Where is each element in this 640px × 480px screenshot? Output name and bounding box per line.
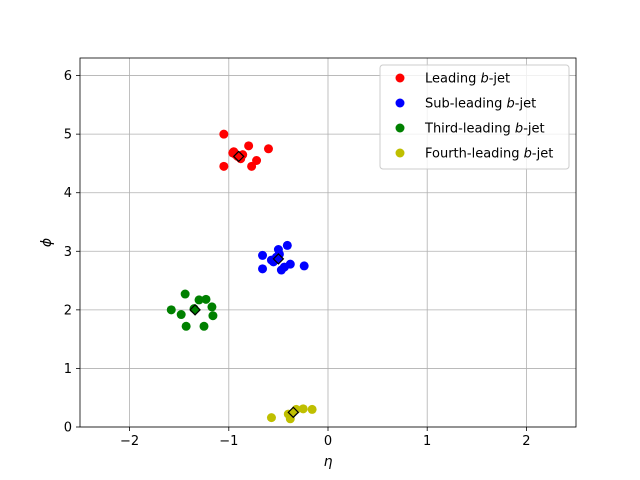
legend-marker xyxy=(395,98,405,108)
data-point xyxy=(307,404,317,414)
y-axis-label: ϕ xyxy=(39,238,55,247)
x-tick-label: −2 xyxy=(120,434,139,449)
plot-area-frame xyxy=(79,57,577,428)
legend-entry: Third-leading b-jet xyxy=(424,122,545,137)
data-point xyxy=(176,310,186,320)
legend-entry-suffix: b xyxy=(524,147,532,162)
x-tick-label: 0 xyxy=(324,434,332,449)
data-point xyxy=(263,144,273,154)
data-point xyxy=(266,413,276,423)
legend-entry-suffix: b xyxy=(480,72,488,87)
legend-frame xyxy=(379,64,570,170)
data-point xyxy=(258,250,268,260)
data-points xyxy=(166,129,317,424)
centroid-diamond xyxy=(232,150,245,163)
centroid-diamond xyxy=(287,406,300,419)
data-point xyxy=(208,311,218,321)
legend-entry-suffix-rest: -jet xyxy=(489,72,510,87)
centroid-diamond xyxy=(189,304,201,316)
legend-entry: Fourth-leading b-jet xyxy=(425,147,553,162)
legend-marker xyxy=(395,73,405,83)
data-point xyxy=(282,240,292,250)
data-point xyxy=(194,295,204,305)
legend-entry-suffix-rest: -jet xyxy=(532,147,553,162)
data-point xyxy=(298,404,308,414)
data-point xyxy=(299,261,309,271)
data-point xyxy=(244,141,254,151)
data-point xyxy=(207,302,217,312)
data-point xyxy=(180,289,190,299)
y-tick-label: 6 xyxy=(64,69,72,84)
y-tick-label: 3 xyxy=(64,245,72,260)
axis-ticks: −2 −1 0 1 2 0 1 2 3 4 5 6 xyxy=(64,69,531,449)
data-point xyxy=(201,294,211,304)
y-tick-label: 0 xyxy=(64,421,72,436)
legend-entry: Sub-leading b-jet xyxy=(425,97,536,112)
legend-entry-suffix: b xyxy=(507,97,515,112)
legend-entry-suffix-rest: -jet xyxy=(523,122,544,137)
data-point xyxy=(166,305,176,315)
x-tick-label: 2 xyxy=(522,434,530,449)
legend-marker xyxy=(395,148,405,158)
centroid-markers xyxy=(189,150,300,419)
legend-marker xyxy=(395,123,405,133)
legend-entry: Leading b-jet xyxy=(425,72,510,87)
x-tick-label: −1 xyxy=(219,434,238,449)
legend-entry-suffix-rest: -jet xyxy=(515,97,536,112)
y-tick-label: 2 xyxy=(64,303,72,318)
data-point xyxy=(181,321,191,331)
data-point xyxy=(285,259,295,269)
y-tick-label: 4 xyxy=(64,186,72,201)
x-tick-label: 1 xyxy=(423,434,431,449)
legend-entry-name: Sub-leading xyxy=(425,97,507,112)
data-point xyxy=(252,156,262,165)
data-point xyxy=(219,129,229,139)
data-point xyxy=(247,161,257,171)
legend-entry-suffix: b xyxy=(515,122,523,137)
data-point xyxy=(258,264,268,274)
data-point xyxy=(219,161,229,171)
legend-entry-name: Leading xyxy=(425,72,480,87)
legend-entry-name: Fourth-leading xyxy=(425,147,524,162)
centroid-diamond xyxy=(272,253,285,265)
x-axis-label: η xyxy=(324,454,333,470)
data-point xyxy=(199,321,209,331)
y-tick-label: 5 xyxy=(64,128,72,143)
legend-entry-name: Third-leading xyxy=(424,122,515,137)
y-tick-label: 1 xyxy=(64,362,72,377)
